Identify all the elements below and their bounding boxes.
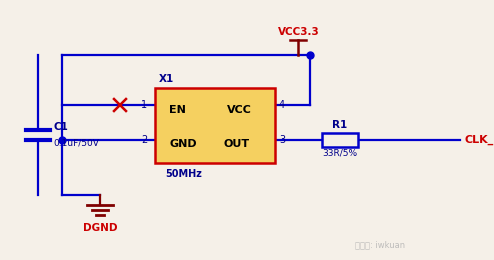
Text: 50MHz: 50MHz (165, 169, 202, 179)
Text: 微信号: iwkuan: 微信号: iwkuan (355, 240, 405, 250)
Text: X1: X1 (159, 74, 174, 84)
Text: C1: C1 (53, 122, 68, 132)
Text: 0.1uF/50V: 0.1uF/50V (53, 139, 99, 147)
Text: OUT: OUT (223, 139, 249, 149)
Text: 4: 4 (279, 100, 285, 110)
Text: R1: R1 (332, 120, 348, 130)
Text: 3: 3 (279, 135, 285, 145)
Text: 33R/5%: 33R/5% (323, 149, 358, 158)
Text: 2: 2 (141, 135, 147, 145)
Text: EN: EN (169, 105, 186, 115)
Bar (322, 133, 358, 147)
Text: GND: GND (169, 139, 197, 149)
Text: VCC: VCC (227, 105, 252, 115)
Bar (155, 88, 275, 163)
Text: 1: 1 (141, 100, 147, 110)
Text: DGND: DGND (83, 223, 117, 233)
Text: CLK_25M: CLK_25M (464, 135, 494, 145)
Text: VCC3.3: VCC3.3 (278, 27, 320, 37)
